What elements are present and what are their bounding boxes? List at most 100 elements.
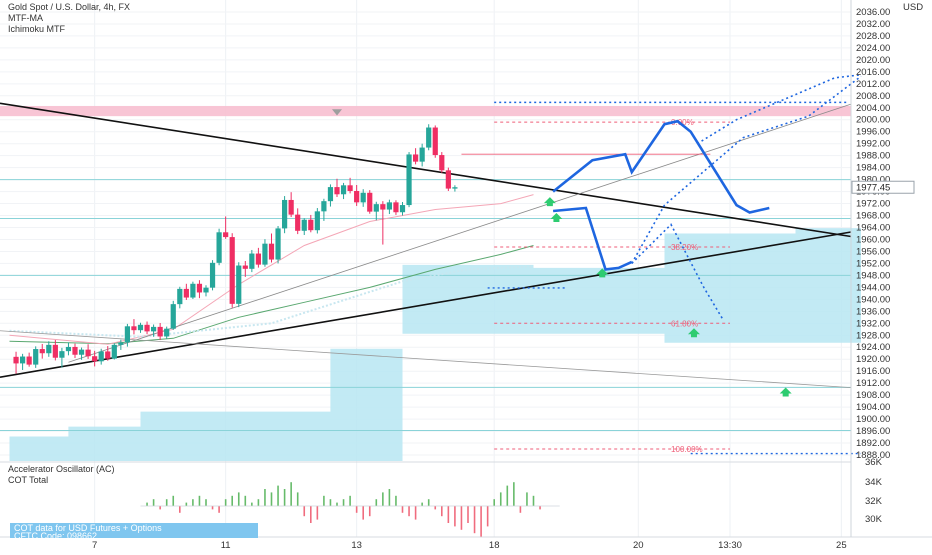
price-tick-label: 1896.00 — [856, 426, 890, 437]
candle-body — [223, 232, 229, 238]
price-tick-label: 1920.00 — [856, 354, 890, 365]
candle-body — [439, 155, 445, 171]
candle-body — [137, 324, 144, 331]
chart-title[interactable]: Gold Spot / U.S. Dollar, 4h, FX — [8, 2, 131, 12]
candle-body — [360, 192, 366, 203]
candle-body — [52, 344, 58, 358]
price-tick-label: 1992.00 — [856, 139, 890, 150]
forecast-path-down — [552, 206, 633, 271]
price-tick-label: 1904.00 — [856, 402, 890, 413]
cot-note: COT data for USD Futures + Options CFTC … — [10, 523, 258, 541]
fib-label: 61.80% — [671, 319, 698, 328]
candle-body — [255, 253, 261, 265]
candle-body — [314, 211, 320, 231]
candle-body — [288, 199, 294, 215]
candle-body — [111, 344, 117, 359]
forecast-path-up — [552, 119, 770, 214]
price-tick-label: 1908.00 — [856, 390, 890, 401]
candle-body — [59, 351, 65, 358]
candle-body — [92, 356, 98, 362]
cot-axis-label: 34K — [865, 477, 883, 488]
cot-note-line-1: COT data for USD Futures + Options — [14, 523, 162, 533]
price-tick-label: 1948.00 — [856, 270, 890, 281]
fib-label: 100.00% — [671, 445, 703, 454]
trendline-grey-down — [0, 330, 852, 389]
candle-body — [262, 243, 268, 265]
candle-body — [196, 283, 203, 293]
cot-axis-label: 36K — [865, 457, 883, 468]
candle-body — [347, 185, 353, 191]
price-tick-label: 1968.00 — [856, 211, 890, 222]
price-tick-label: 1892.00 — [856, 438, 890, 449]
candle-body — [164, 328, 170, 337]
candle-body — [282, 199, 288, 229]
chart-legend: Gold Spot / U.S. Dollar, 4h, FX MTF-MA I… — [8, 2, 130, 35]
time-tick-label: 7 — [92, 540, 97, 550]
candle-body — [203, 287, 209, 293]
candle-body — [321, 201, 327, 212]
time-tick-label: 25 — [836, 540, 847, 550]
candle-body — [131, 326, 137, 331]
forecast-dotted-down — [631, 223, 725, 321]
candle-body — [190, 283, 196, 298]
ichimoku-cloud — [9, 228, 861, 461]
price-tick-label: 2008.00 — [856, 91, 890, 102]
price-tick-label: 2036.00 — [856, 7, 890, 18]
price-tick-label: 2024.00 — [856, 43, 890, 54]
candle-body — [124, 326, 130, 343]
price-tick-label: 2000.00 — [856, 115, 890, 126]
candle-body — [399, 205, 406, 213]
candle-body — [268, 243, 275, 260]
candle-body — [157, 326, 163, 337]
price-tick-label: 1960.00 — [856, 234, 890, 245]
time-tick-label: 18 — [489, 540, 500, 550]
price-tick-label: 1924.00 — [856, 342, 890, 353]
candle-body — [72, 346, 78, 355]
price-tick-label: 1888.00 — [856, 450, 890, 461]
ac-indicator-title[interactable]: Accelerator Oscillator (AC) — [8, 464, 115, 474]
candle-body — [413, 154, 419, 162]
time-tick-label: 13 — [351, 540, 362, 550]
candle-body — [393, 202, 399, 213]
candle-body — [354, 190, 360, 203]
lower-pane-legend: Accelerator Oscillator (AC) COT Total — [8, 464, 115, 486]
price-tick-label: 1980.00 — [856, 175, 890, 186]
candle-body — [327, 187, 334, 202]
candle-body — [85, 349, 91, 357]
price-tick-label: 2020.00 — [856, 55, 890, 66]
price-tick-label: 1944.00 — [856, 282, 890, 293]
candle-body — [380, 204, 386, 210]
candle-body — [386, 202, 392, 210]
candle-body — [236, 265, 242, 304]
up-arrow-icon — [543, 197, 556, 207]
candle-body — [209, 262, 216, 288]
candle-body — [183, 288, 189, 298]
candle-body — [229, 237, 235, 304]
price-tick-label: 1900.00 — [856, 414, 890, 425]
currency-label: USD — [903, 2, 923, 13]
fib-label: 38.20% — [671, 243, 698, 252]
cot-axis-label: 32K — [865, 496, 883, 507]
candle-body — [118, 342, 124, 345]
price-tick-label: 1964.00 — [856, 223, 890, 234]
candle-body — [33, 349, 39, 365]
price-tick-label: 1936.00 — [856, 306, 890, 317]
price-tick-label: 2004.00 — [856, 103, 890, 114]
indicator-ichimoku[interactable]: Ichimoku MTF — [8, 24, 66, 34]
price-tick-label: 1984.00 — [856, 163, 890, 174]
fib-label: 0.00% — [671, 118, 694, 127]
candle-body — [295, 214, 301, 231]
candle-body — [445, 170, 451, 189]
price-tick-label: 1972.00 — [856, 199, 890, 210]
price-tick-label: 1952.00 — [856, 258, 890, 269]
indicator-mtf-ma[interactable]: MTF-MA — [8, 13, 43, 23]
forecast-dotted-upper — [696, 74, 862, 145]
price-tick-label: 2012.00 — [856, 79, 890, 90]
candle-body — [334, 187, 340, 195]
candle-body — [170, 304, 176, 329]
candle-body — [367, 192, 373, 212]
candle-body — [432, 127, 438, 156]
cot-indicator-title[interactable]: COT Total — [8, 475, 49, 485]
candle-body — [340, 185, 347, 195]
